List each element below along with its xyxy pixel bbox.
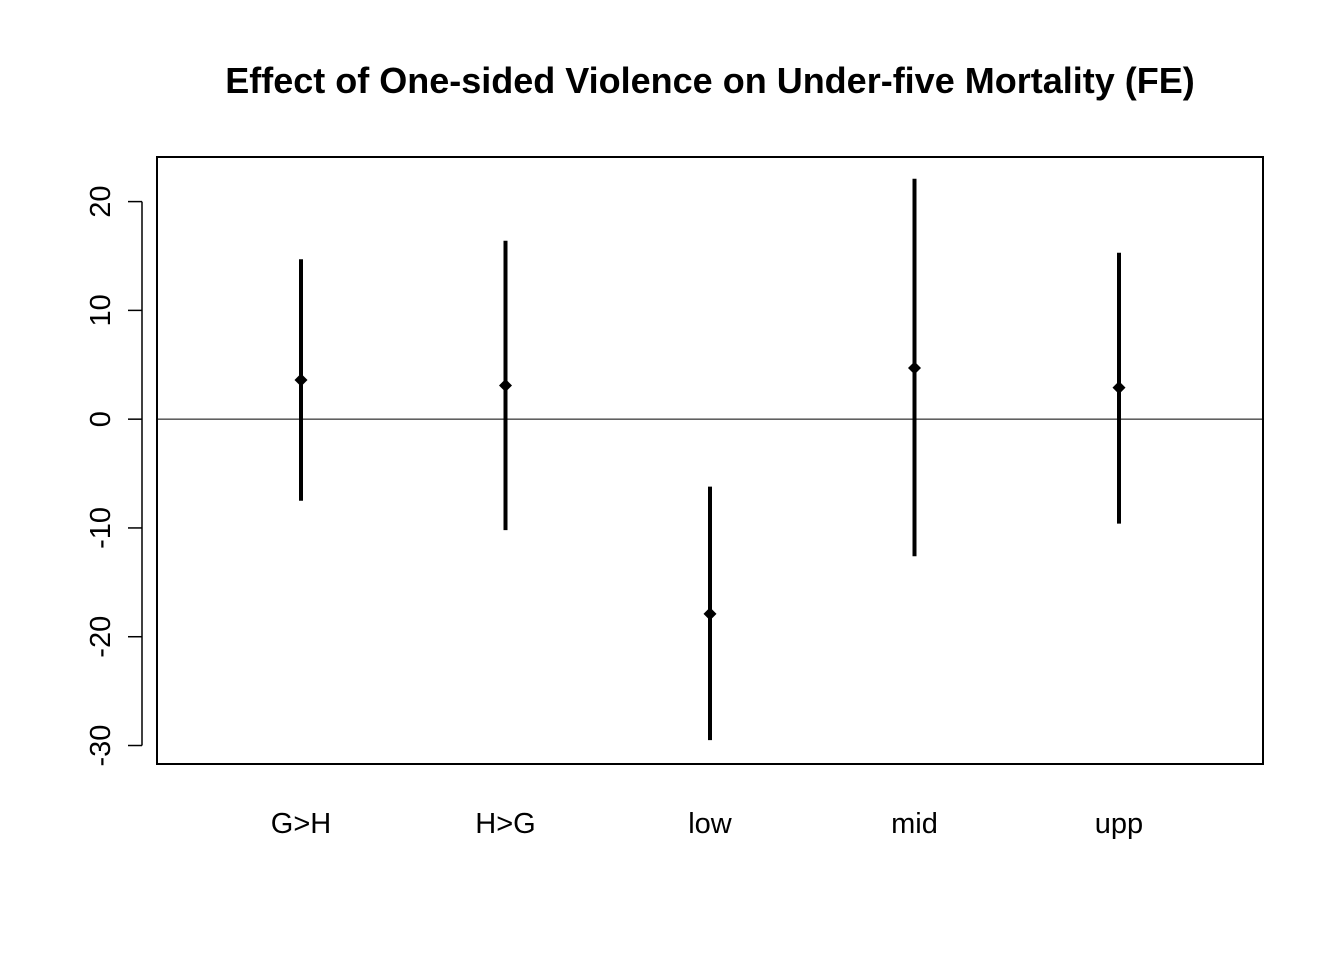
y-tick-label: -20	[85, 616, 117, 658]
category-label-1: H>G	[475, 808, 535, 840]
category-label-3: mid	[891, 808, 938, 840]
point-estimate-3	[908, 361, 921, 375]
y-axis: -30 -20 -10 0 10 20	[85, 185, 143, 767]
point-estimate-2	[703, 607, 717, 621]
point-estimate-1	[499, 378, 512, 392]
error-bar-marks	[294, 178, 1126, 741]
point-estimate-0	[294, 373, 308, 387]
plot-frame	[156, 156, 1264, 765]
y-tick-label: -10	[85, 507, 117, 549]
chart-title: Effect of One-sided Violence on Under-fi…	[225, 60, 1194, 101]
y-tick-label: 10	[85, 294, 117, 326]
category-labels: G>H H>G low mid upp	[271, 808, 1143, 840]
y-tick-label: 20	[85, 185, 117, 217]
category-label-4: upp	[1095, 808, 1143, 840]
y-tick-label: 0	[85, 411, 117, 427]
y-tick-label: -30	[85, 725, 117, 767]
point-estimate-4	[1112, 381, 1126, 395]
category-label-2: low	[688, 808, 733, 840]
category-label-0: G>H	[271, 808, 331, 840]
